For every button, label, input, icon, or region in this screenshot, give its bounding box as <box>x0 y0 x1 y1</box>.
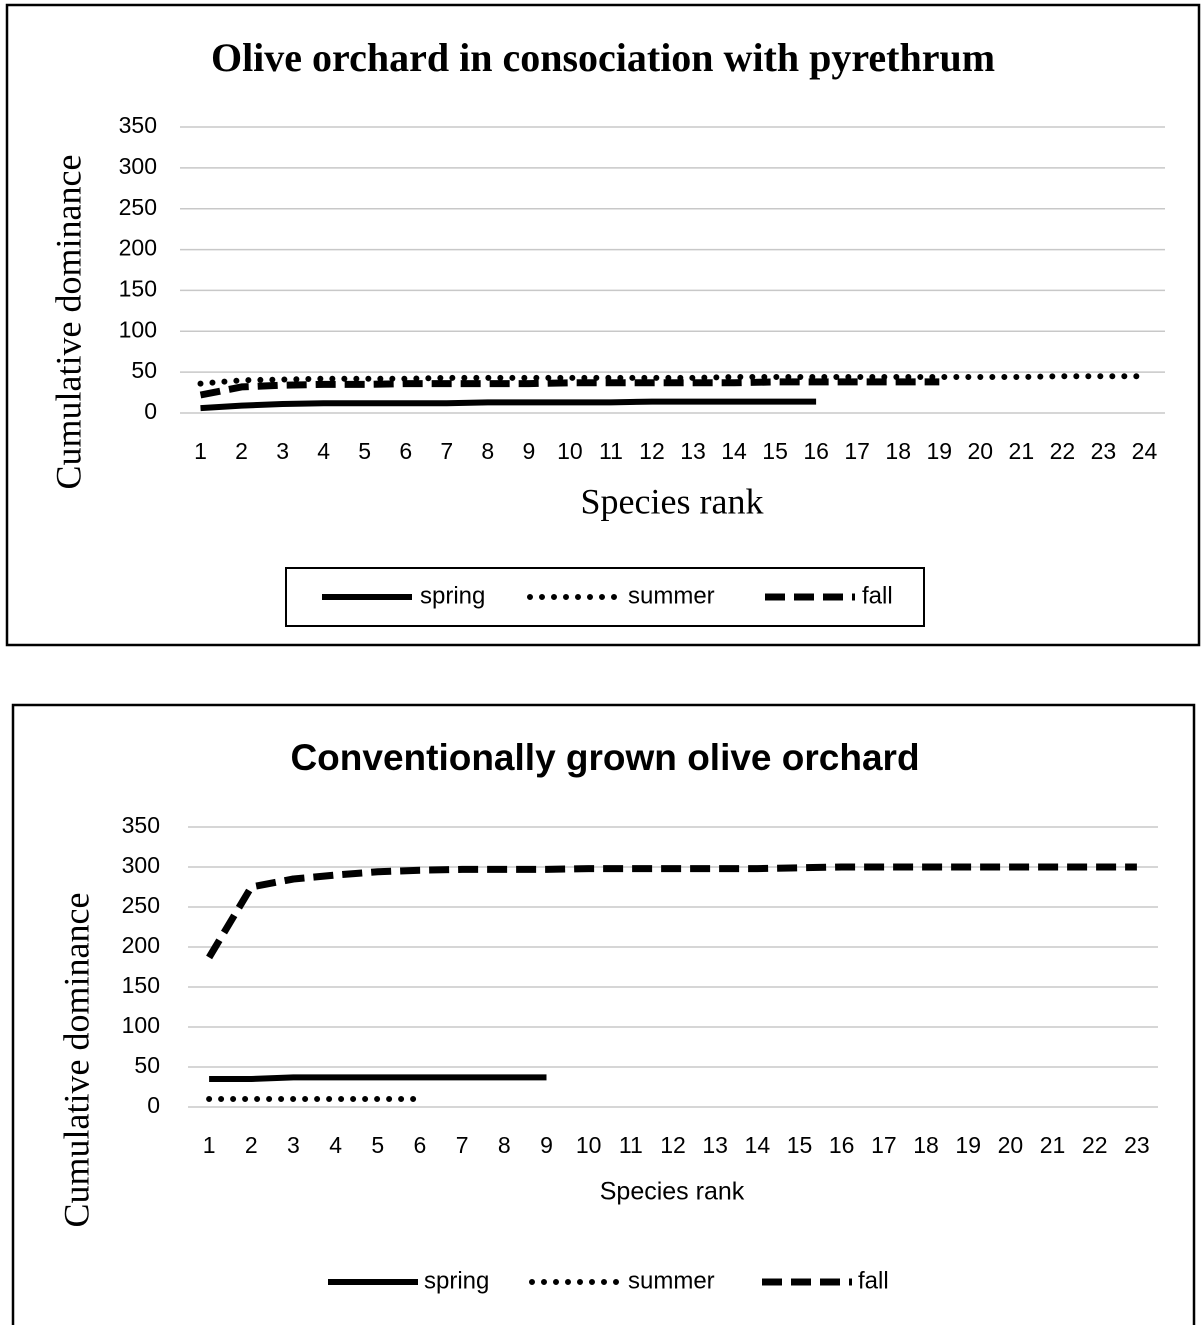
x-tick-label: 5 <box>371 1132 384 1158</box>
x-tick-label: 23 <box>1091 438 1117 464</box>
y-tick-label: 150 <box>122 972 160 998</box>
y-tick-label: 50 <box>134 1052 160 1078</box>
x-tick-label: 24 <box>1132 438 1158 464</box>
y-tick-label: 250 <box>122 892 160 918</box>
chart-frame <box>5 3 1201 647</box>
x-tick-label: 13 <box>680 438 706 464</box>
x-tick-label: 22 <box>1082 1132 1108 1158</box>
y-tick-label: 300 <box>119 153 157 179</box>
x-tick-label: 15 <box>787 1132 813 1158</box>
y-tick-label: 250 <box>119 194 157 220</box>
x-tick-label: 20 <box>968 438 994 464</box>
x-tick-label: 6 <box>414 1132 427 1158</box>
x-axis-label: Species rank <box>581 481 764 521</box>
x-tick-label: 18 <box>885 438 911 464</box>
y-tick-label: 0 <box>147 1092 160 1118</box>
y-tick-label: 100 <box>119 316 157 342</box>
x-tick-label: 1 <box>203 1132 216 1158</box>
x-tick-label: 21 <box>1040 1132 1066 1158</box>
x-tick-label: 4 <box>329 1132 342 1158</box>
y-axis-label: Cumulative dominance <box>48 155 88 490</box>
data-line <box>209 1074 547 1082</box>
data-line <box>200 398 817 412</box>
x-tick-label: 3 <box>287 1132 300 1158</box>
x-tick-label: 16 <box>803 438 829 464</box>
x-tick-label: 21 <box>1009 438 1035 464</box>
x-tick-label: 12 <box>639 438 665 464</box>
legend-label: fall <box>862 582 893 609</box>
chart-frame <box>11 703 1196 1325</box>
data-line <box>199 378 940 399</box>
x-tick-label: 2 <box>245 1132 258 1158</box>
y-tick-label: 50 <box>131 357 157 383</box>
y-tick-label: 200 <box>122 932 160 958</box>
x-tick-label: 18 <box>913 1132 939 1158</box>
x-tick-label: 10 <box>557 438 583 464</box>
x-tick-label: 4 <box>317 438 330 464</box>
y-tick-label: 350 <box>122 812 160 838</box>
x-tick-label: 8 <box>481 438 494 464</box>
x-tick-label: 10 <box>576 1132 602 1158</box>
y-tick-label: 150 <box>119 276 157 302</box>
x-tick-label: 14 <box>721 438 747 464</box>
y-tick-label: 350 <box>119 112 157 138</box>
y-axis-label: Cumulative dominance <box>56 893 96 1228</box>
x-tick-label: 14 <box>745 1132 771 1158</box>
x-tick-label: 9 <box>540 1132 553 1158</box>
data-line <box>197 373 1148 387</box>
chart-title: Olive orchard in consociation with pyret… <box>211 35 995 80</box>
x-tick-label: 20 <box>998 1132 1024 1158</box>
x-tick-label: 23 <box>1124 1132 1150 1158</box>
y-tick-label: 300 <box>122 852 160 878</box>
legend-label: fall <box>858 1267 889 1294</box>
x-tick-label: 7 <box>456 1132 469 1158</box>
x-tick-label: 1 <box>194 438 207 464</box>
legend-label: summer <box>628 582 715 609</box>
x-tick-label: 11 <box>599 438 623 464</box>
legend-label: spring <box>420 582 485 609</box>
x-tick-label: 13 <box>702 1132 728 1158</box>
x-tick-label: 22 <box>1050 438 1076 464</box>
x-tick-label: 19 <box>926 438 952 464</box>
legend-label: summer <box>628 1267 715 1294</box>
y-tick-label: 200 <box>119 235 157 261</box>
x-axis-label: Species rank <box>600 1178 745 1206</box>
x-tick-label: 16 <box>829 1132 855 1158</box>
legend-label: spring <box>424 1267 489 1294</box>
chart-title: Conventionally grown olive orchard <box>290 737 919 778</box>
x-tick-label: 6 <box>399 438 412 464</box>
x-tick-label: 2 <box>235 438 248 464</box>
y-tick-label: 0 <box>144 398 157 424</box>
x-tick-label: 3 <box>276 438 289 464</box>
x-tick-label: 12 <box>660 1132 686 1158</box>
x-tick-label: 17 <box>844 438 870 464</box>
x-tick-label: 7 <box>440 438 453 464</box>
x-tick-label: 9 <box>522 438 535 464</box>
x-tick-label: 5 <box>358 438 371 464</box>
x-tick-label: 19 <box>955 1132 981 1158</box>
x-tick-label: 11 <box>619 1132 643 1158</box>
data-line <box>206 863 1137 960</box>
x-tick-label: 8 <box>498 1132 511 1158</box>
x-tick-label: 17 <box>871 1132 897 1158</box>
legend-box <box>285 567 925 627</box>
y-tick-label: 100 <box>122 1012 160 1038</box>
x-tick-label: 15 <box>762 438 788 464</box>
